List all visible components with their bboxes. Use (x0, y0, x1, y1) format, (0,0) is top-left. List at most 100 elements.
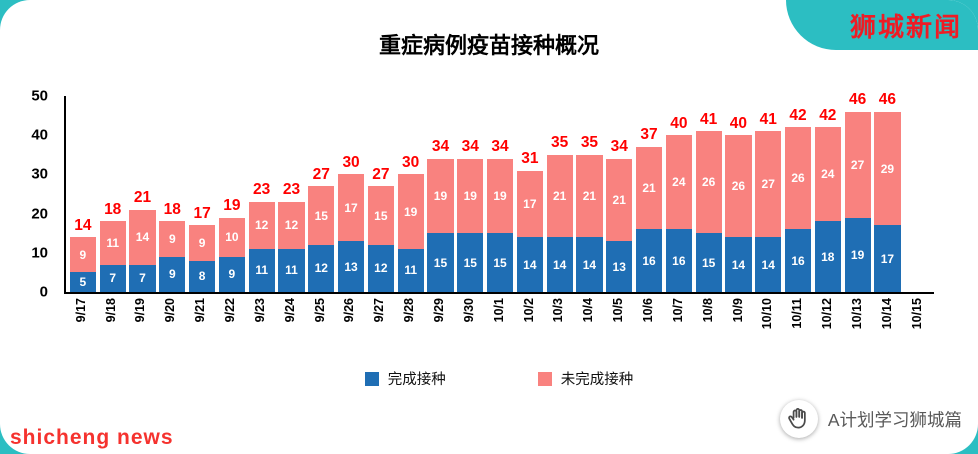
x-tick-label: 10/2 (521, 298, 536, 323)
bar-total-label: 40 (729, 114, 748, 132)
y-tick-label: 0 (39, 283, 48, 301)
bar-segment-not-fully-vaccinated: 19 (457, 158, 484, 234)
bar-slot: 18 11 7 (98, 96, 128, 292)
bar-total-label: 46 (878, 91, 897, 109)
bar-slot: 40 24 16 (664, 96, 694, 292)
x-tick-label: 10/7 (670, 298, 685, 323)
x-tick-label: 9/27 (372, 298, 387, 323)
x-tick-label: 9/17 (73, 298, 88, 323)
x-tick-label: 9/30 (461, 298, 476, 323)
bar-stack: 24 18 (814, 127, 841, 292)
legend-item: 完成接种 (364, 368, 446, 389)
bar-segment-fully-vaccinated: 15 (427, 233, 454, 292)
bar-segment-not-fully-vaccinated: 10 (218, 217, 245, 257)
bar-segment-fully-vaccinated: 8 (188, 260, 216, 292)
bar-total-label: 23 (282, 181, 301, 199)
bar-segment-not-fully-vaccinated: 21 (606, 158, 633, 242)
bar-total-label: 37 (640, 126, 658, 144)
bar-segment-fully-vaccinated: 5 (69, 272, 96, 292)
y-tick-label: 30 (31, 165, 48, 183)
x-tick-label: 10/6 (641, 298, 655, 323)
bar-slot: 23 12 11 (247, 96, 277, 292)
bar-total-label: 35 (580, 134, 599, 152)
legend-item: 未完成接种 (537, 368, 634, 389)
bar-stack: 10 9 (218, 217, 245, 292)
legend-swatch (537, 371, 552, 386)
bar-segment-not-fully-vaccinated: 27 (755, 131, 782, 238)
y-axis: 0 10 20 30 40 50 (0, 89, 58, 300)
bar-segment-not-fully-vaccinated: 15 (308, 186, 335, 245)
x-tick-label: 9/19 (133, 298, 148, 323)
bar-slot: 42 24 18 (813, 96, 843, 292)
y-tick-label: 10 (31, 244, 48, 262)
x-tick-label: 10/14 (879, 298, 894, 330)
bar-segment-fully-vaccinated: 11 (278, 248, 305, 292)
bar-slot: 41 26 15 (694, 96, 724, 292)
bar-segment-not-fully-vaccinated: 29 (874, 111, 901, 226)
bar-segment-fully-vaccinated: 18 (814, 221, 841, 292)
legend-swatch (364, 371, 379, 386)
bar-stack: 29 17 (874, 111, 901, 292)
x-tick-label: 9/25 (312, 298, 327, 323)
bar-slot: 42 26 16 (783, 96, 813, 292)
bar-total-label: 41 (700, 110, 718, 128)
bar-segment-not-fully-vaccinated: 17 (516, 170, 543, 238)
bar-segment-fully-vaccinated: 11 (248, 248, 275, 292)
x-tick-label: 10/8 (700, 298, 715, 323)
x-tick-label: 10/11 (790, 298, 805, 329)
bar-slot: 41 27 14 (753, 96, 783, 292)
bar-segment-not-fully-vaccinated: 21 (546, 154, 573, 238)
watermark-text: shicheng news (10, 426, 174, 449)
bar-slot: 23 12 11 (277, 96, 307, 292)
bar-segment-fully-vaccinated: 14 (755, 237, 782, 292)
x-tick-label: 10/13 (850, 298, 865, 330)
brand-banner-text: 狮城新闻 (849, 12, 962, 42)
bar-segment-fully-vaccinated: 17 (874, 225, 901, 292)
y-tick-label: 40 (31, 126, 48, 144)
bar-total-label: 35 (551, 134, 569, 152)
bar-slot: 46 29 17 (873, 92, 903, 292)
x-tick-label: 10/15 (909, 298, 924, 330)
bar-total-label: 30 (402, 153, 420, 171)
bar-stack: 26 14 (725, 135, 752, 292)
bar-total-label: 46 (848, 91, 867, 109)
bar-slot: 14 9 5 (68, 96, 98, 292)
bar-segment-fully-vaccinated: 14 (516, 237, 543, 292)
bar-slot: 27 15 12 (366, 96, 396, 292)
bar-segment-not-fully-vaccinated: 9 (69, 237, 96, 273)
bar-segment-not-fully-vaccinated: 11 (99, 221, 126, 265)
bar-segment-not-fully-vaccinated: 9 (159, 221, 186, 257)
bar-segment-fully-vaccinated: 13 (606, 241, 633, 292)
bar-segment-not-fully-vaccinated: 24 (665, 135, 692, 230)
bar-slot: 46 27 19 (843, 92, 873, 292)
bar-stack: 19 15 (427, 158, 454, 292)
bar-slot: 34 21 13 (604, 96, 634, 292)
bar-segment-fully-vaccinated: 14 (725, 237, 752, 292)
bar-stack: 21 13 (606, 158, 633, 292)
chart-frame: 0 10 20 30 40 50 14 9 5 18 11 7 21 14 7 18 9 9 17 9 8 19 10 9 2… (31, 89, 934, 389)
footer-credit-text: A计划学习狮城篇 (827, 409, 962, 430)
bar-stack: 26 16 (784, 127, 812, 292)
bar-slot: 19 10 9 (217, 96, 247, 292)
bar-segment-fully-vaccinated: 14 (546, 237, 573, 292)
x-tick-label: 10/3 (551, 298, 566, 323)
bar-segment-not-fully-vaccinated: 26 (695, 131, 722, 234)
bar-segment-fully-vaccinated: 7 (99, 264, 126, 292)
bar-stack: 17 13 (337, 174, 365, 292)
bar-slot: 40 26 14 (724, 96, 754, 292)
bar-segment-fully-vaccinated: 12 (308, 244, 335, 292)
y-tick-label: 50 (31, 87, 48, 105)
bar-segment-not-fully-vaccinated: 12 (248, 201, 275, 249)
bar-total-label: 42 (789, 106, 807, 124)
bar-segment-not-fully-vaccinated: 27 (844, 111, 871, 218)
legend-label: 未完成接种 (560, 372, 634, 388)
bar-segment-fully-vaccinated: 19 (844, 217, 871, 292)
legend-label: 完成接种 (387, 372, 446, 388)
bar-stack: 14 7 (129, 209, 156, 292)
bar-segment-fully-vaccinated: 15 (486, 233, 514, 292)
bar-segment-fully-vaccinated: 16 (665, 229, 692, 292)
x-tick-label: 9/29 (431, 298, 446, 323)
bar-segment-fully-vaccinated: 9 (218, 256, 245, 292)
